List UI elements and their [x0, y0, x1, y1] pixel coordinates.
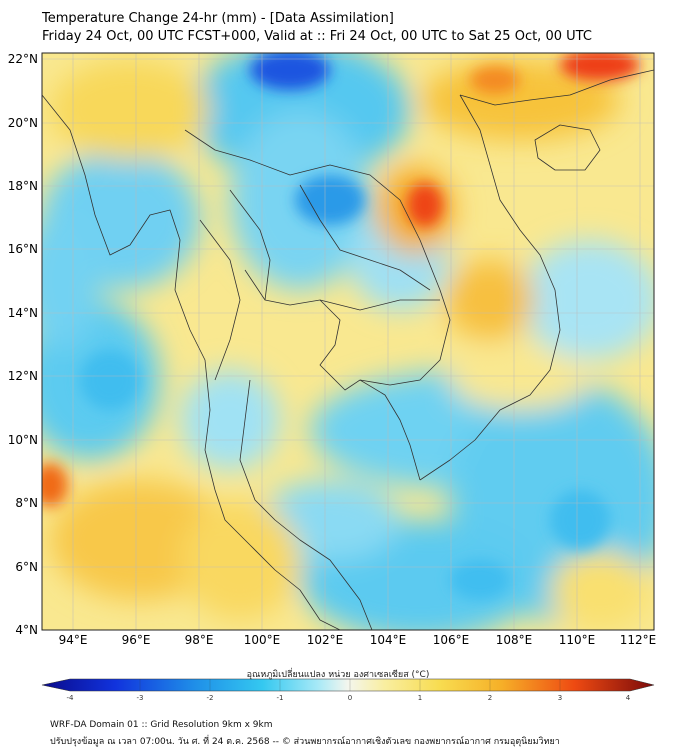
lon-label: 100°E	[244, 633, 281, 647]
lon-label: 96°E	[122, 633, 151, 647]
lat-label: 16°N	[8, 242, 38, 256]
map-subtitle: Friday 24 Oct, 00 UTC FCST+000, Valid at…	[42, 29, 592, 44]
coastlines	[42, 69, 654, 630]
footer-credit: ปรับปรุงข้อมูล ณ เวลา 07:00น. วัน ศ. ที่…	[50, 737, 560, 747]
lon-label: 108°E	[496, 633, 533, 647]
colorbar-tick: 1	[418, 694, 422, 702]
colorbar-tick: 0	[348, 694, 352, 702]
colorbar-tick: 2	[488, 694, 492, 702]
colorbar: -4 -3 -2 -1 0 1 2 3 4	[41, 678, 655, 702]
lat-label: 18°N	[8, 179, 38, 193]
lon-label: 98°E	[185, 633, 214, 647]
footer-resolution: WRF-DA Domain 01 :: Grid Resolution 9km …	[50, 720, 273, 730]
colorbar-tick: 4	[626, 694, 631, 702]
colorbar-tick: -1	[277, 694, 284, 702]
lon-label: 102°E	[307, 633, 344, 647]
temperature-field	[42, 53, 654, 630]
colorbar-title: อุณหภูมิเปลี่ยนแปลง หน่วย องศาเซลเซียส (…	[246, 670, 430, 680]
lat-label: 20°N	[8, 116, 38, 130]
colorbar-tick: -3	[137, 694, 144, 702]
lat-axis: 22°N 20°N 18°N 16°N 14°N 12°N 10°N 8°N 6…	[8, 52, 38, 637]
lon-label: 112°E	[620, 633, 657, 647]
lat-label: 22°N	[8, 52, 38, 66]
lat-label: 4°N	[15, 623, 38, 637]
lat-label: 6°N	[15, 560, 38, 574]
map-title: Temperature Change 24-hr (mm) - [Data As…	[42, 11, 394, 26]
lat-label: 10°N	[8, 433, 38, 447]
lon-axis: 94°E 96°E 98°E 100°E 102°E 104°E 106°E 1…	[59, 633, 657, 647]
colorbar-tick: -2	[207, 694, 214, 702]
lat-label: 8°N	[15, 496, 38, 510]
map-frame	[41, 52, 655, 631]
lon-label: 106°E	[433, 633, 470, 647]
lon-label: 110°E	[559, 633, 596, 647]
gridlines	[42, 53, 654, 630]
lon-label: 104°E	[370, 633, 407, 647]
lat-label: 12°N	[8, 369, 38, 383]
lon-label: 94°E	[59, 633, 88, 647]
colorbar-tick: -4	[67, 694, 75, 702]
lat-label: 14°N	[8, 306, 38, 320]
colorbar-tick: 3	[558, 694, 562, 702]
